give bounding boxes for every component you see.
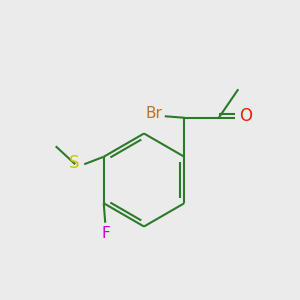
Text: O: O bbox=[239, 107, 252, 125]
Text: F: F bbox=[101, 226, 110, 241]
Text: Br: Br bbox=[146, 106, 163, 121]
Text: S: S bbox=[68, 154, 79, 172]
